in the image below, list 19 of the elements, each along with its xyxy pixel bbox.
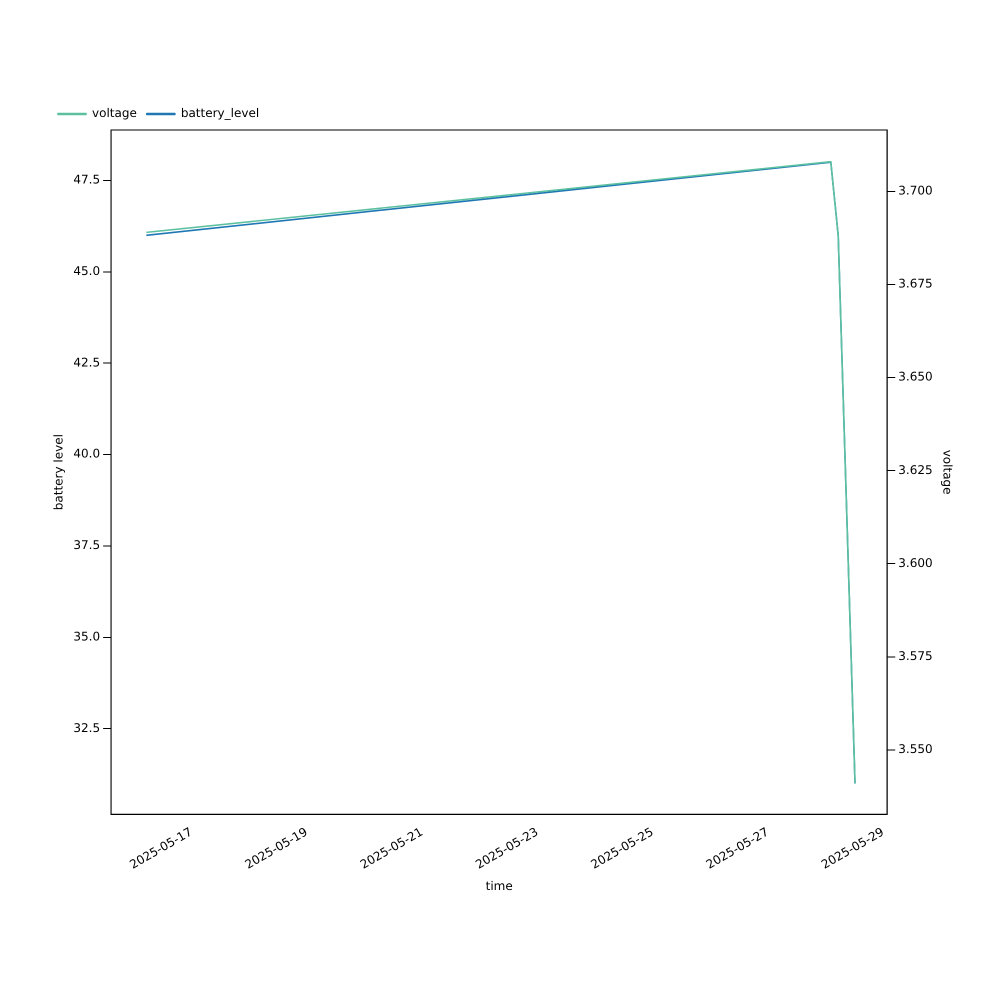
y2-tick-label: 3.700: [898, 184, 933, 198]
y-tick-label: 47.5: [73, 172, 100, 187]
y2-tick-label: 3.550: [898, 742, 933, 756]
y-tick-label: 37.5: [73, 538, 100, 552]
y2-tick-label: 3.650: [898, 370, 933, 384]
y2-tick-label: 3.575: [898, 648, 933, 663]
legend-label: battery_level: [180, 106, 260, 120]
y2-tick-label: 3.675: [898, 276, 933, 291]
y-tick-label: 45.0: [73, 264, 100, 278]
y-tick-label: 32.5: [73, 720, 100, 735]
y-axis-title: battery level: [51, 434, 66, 510]
y2-tick-label: 3.600: [898, 556, 933, 570]
x-axis-title: time: [486, 878, 513, 893]
y2-tick-label: 3.625: [898, 462, 933, 477]
legend-label: voltage: [92, 106, 137, 120]
y-tick-label: 42.5: [73, 355, 100, 370]
y-tick-label: 35.0: [73, 629, 100, 644]
y2-axis-title: voltage: [940, 450, 955, 495]
y-tick-label: 40.0: [73, 446, 100, 461]
